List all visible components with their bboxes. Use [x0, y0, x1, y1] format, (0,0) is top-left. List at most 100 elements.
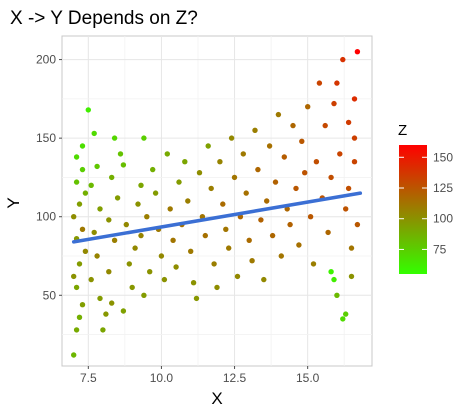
- data-point: [354, 221, 361, 228]
- data-point: [275, 111, 282, 118]
- data-point: [223, 226, 229, 232]
- data-point: [316, 80, 323, 86]
- data-point: [91, 130, 97, 137]
- colorbar-label: 125: [433, 181, 453, 195]
- data-point: [234, 273, 241, 280]
- x-axis-ticks: 7.5 10.0 12.5 15.0: [80, 366, 320, 385]
- data-point: [167, 206, 173, 212]
- x-tick-label: 10.0: [150, 371, 174, 385]
- data-point: [258, 217, 264, 223]
- data-point: [141, 292, 147, 298]
- data-point: [123, 221, 129, 228]
- data-point: [261, 276, 267, 283]
- data-point: [161, 276, 168, 283]
- x-tick-label: 12.5: [223, 371, 247, 385]
- data-point: [296, 242, 302, 248]
- data-point: [73, 327, 80, 333]
- data-point: [129, 284, 135, 291]
- data-point: [76, 261, 83, 267]
- data-point: [111, 237, 118, 243]
- data-point: [343, 311, 349, 317]
- data-point: [299, 138, 305, 144]
- data-point: [290, 122, 296, 129]
- data-point: [331, 100, 337, 107]
- data-point: [79, 302, 86, 308]
- colorbar-label: 100: [433, 212, 453, 226]
- data-point: [322, 122, 328, 129]
- data-point: [243, 190, 249, 196]
- y-tick-label: 100: [36, 210, 56, 224]
- data-point: [152, 190, 159, 196]
- data-point: [287, 221, 293, 228]
- data-point: [340, 316, 346, 322]
- plot-panel: [61, 35, 373, 367]
- x-axis-title: X: [211, 389, 222, 408]
- data-point: [158, 253, 165, 259]
- data-point: [76, 314, 83, 320]
- colorbar: [399, 145, 427, 274]
- data-point: [272, 179, 279, 185]
- data-point: [109, 174, 115, 181]
- data-point: [126, 261, 132, 267]
- data-point: [226, 245, 232, 251]
- data-point: [97, 206, 103, 212]
- data-point: [173, 264, 179, 270]
- data-point: [202, 232, 208, 239]
- data-point: [120, 162, 127, 168]
- data-point: [348, 273, 355, 280]
- data-point: [73, 284, 80, 291]
- data-point: [117, 151, 124, 157]
- data-point: [170, 237, 176, 243]
- data-point: [217, 159, 223, 165]
- data-point: [85, 107, 92, 113]
- data-point: [97, 295, 103, 302]
- data-point: [71, 352, 77, 358]
- data-point: [79, 226, 86, 232]
- data-point: [111, 135, 118, 141]
- legend-title: Z: [398, 122, 407, 139]
- data-point: [345, 119, 352, 126]
- data-point: [337, 151, 343, 157]
- data-point: [313, 159, 320, 165]
- data-point: [340, 56, 346, 63]
- x-tick-label: 15.0: [296, 371, 320, 385]
- data-point: [147, 269, 153, 275]
- data-point: [214, 284, 220, 291]
- data-point: [351, 159, 358, 165]
- data-point: [278, 253, 284, 259]
- data-point: [144, 214, 150, 220]
- data-point: [138, 182, 144, 188]
- data-point: [106, 217, 112, 223]
- data-point: [334, 292, 340, 298]
- data-point: [100, 327, 106, 333]
- data-point: [249, 258, 255, 264]
- trend-line: [71, 191, 363, 244]
- color-legend: Z 75 100 125 150: [398, 122, 453, 274]
- data-point: [348, 245, 355, 251]
- data-point: [71, 214, 77, 220]
- data-point: [132, 245, 138, 251]
- data-point: [205, 143, 211, 149]
- data-point: [120, 308, 127, 314]
- data-point: [76, 201, 83, 207]
- plot-border: [61, 35, 373, 367]
- data-point: [176, 179, 182, 185]
- data-point: [106, 269, 112, 275]
- data-point: [345, 185, 352, 192]
- data-point: [141, 135, 147, 141]
- data-point: [88, 182, 94, 188]
- y-tick-label: 150: [36, 131, 56, 145]
- data-point: [164, 151, 170, 157]
- data-point: [73, 154, 80, 160]
- data-point: [82, 190, 89, 196]
- data-point: [281, 154, 287, 160]
- data-point: [310, 261, 317, 267]
- data-point: [109, 300, 115, 306]
- data-point: [334, 80, 340, 86]
- data-point: [351, 96, 358, 102]
- data-point: [266, 143, 273, 149]
- data-point: [252, 127, 258, 133]
- data-point: [240, 151, 246, 157]
- data-point: [135, 201, 141, 207]
